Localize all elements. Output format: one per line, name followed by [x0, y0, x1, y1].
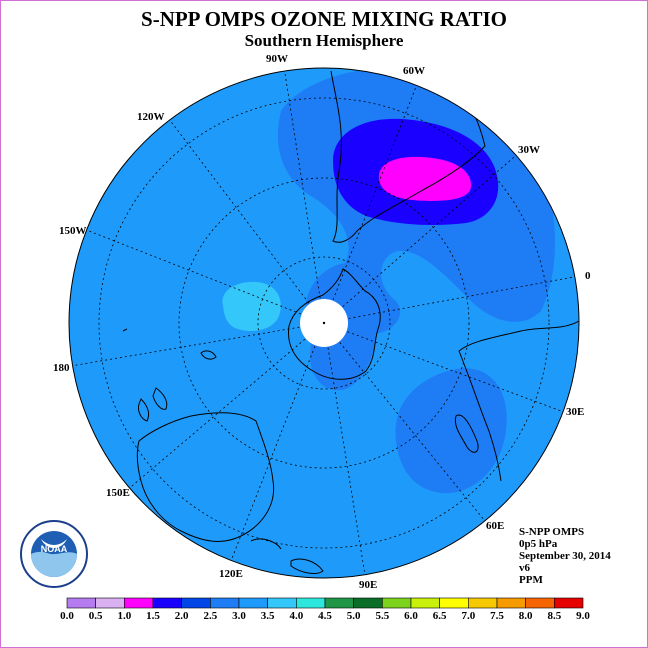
svg-text:NOAA: NOAA	[41, 544, 68, 554]
lon-label-180: 180	[53, 362, 70, 374]
colorbar-cell	[554, 597, 584, 609]
noaa-logo: NOAA	[20, 520, 88, 588]
colorbar-tick-label: 3.0	[232, 610, 246, 622]
colorbar-cell	[439, 597, 469, 609]
colorbar-tick-label: 0.5	[89, 610, 103, 622]
units-label: PPM	[519, 574, 543, 586]
lon-label-30e: 30E	[566, 406, 584, 418]
colorbar-tick-label: 7.5	[490, 610, 504, 622]
info-block: S-NPP OMPS 0p5 hPa September 30, 2014 v6…	[519, 526, 611, 586]
lon-label-60e: 60E	[486, 520, 504, 532]
colorbar-cell	[296, 597, 326, 609]
colorbar-cell	[124, 597, 154, 609]
colorbar-cell	[496, 597, 526, 609]
lon-label-120w: 120W	[137, 111, 165, 123]
colorbar-cell	[382, 597, 412, 609]
colorbar-tick-label: 4.5	[318, 610, 332, 622]
colorbar-cell	[181, 597, 211, 609]
colorbar-tick-label: 5.0	[347, 610, 361, 622]
colorbar-cell	[238, 597, 268, 609]
lon-label-150w: 150W	[59, 225, 87, 237]
colorbar-cell	[66, 597, 96, 609]
colorbar-cell	[95, 597, 125, 609]
colorbar-cell	[410, 597, 440, 609]
colorbar-tick-label: 8.5	[547, 610, 561, 622]
colorbar-cell	[468, 597, 498, 609]
meridian-grid	[70, 68, 579, 578]
colorbar-tick-label: 3.5	[261, 610, 275, 622]
lowest-ozone-region	[378, 156, 472, 201]
colorbar-tick-label: 6.0	[404, 610, 418, 622]
data-version: v6	[519, 562, 530, 574]
colorbar-tick-label: 2.5	[203, 610, 217, 622]
colorbar-tick-label: 8.0	[519, 610, 533, 622]
colorbar-cell	[210, 597, 240, 609]
map-title: S-NPP OMPS OZONE MIXING RATIO	[141, 7, 507, 31]
lon-label-60w: 60W	[403, 65, 425, 77]
instrument-name: S-NPP OMPS	[519, 526, 585, 538]
lon-label-150e: 150E	[106, 487, 130, 499]
lon-label-30w: 30W	[518, 144, 540, 156]
map-subtitle: Southern Hemisphere	[244, 31, 404, 50]
south-pole-dot	[322, 321, 326, 325]
lon-label-90w: 90W	[266, 53, 288, 65]
colorbar-tick-label: 2.0	[175, 610, 189, 622]
colorbar-cell	[353, 597, 383, 609]
colorbar-cell	[267, 597, 297, 609]
colorbar-cell	[525, 597, 555, 609]
colorbar-tick-label: 4.0	[289, 610, 303, 622]
colorbar-tick-label: 0.0	[60, 610, 74, 622]
lon-label-90e: 90E	[359, 579, 377, 591]
colorbar-tick-label: 7.0	[461, 610, 475, 622]
coastlines	[122, 70, 579, 574]
colorbar-cell	[152, 597, 182, 609]
observation-date: September 30, 2014	[519, 550, 611, 562]
colorbar-tick-label: 9.0	[576, 610, 590, 622]
enhanced-ozone-region-south	[395, 368, 507, 494]
colorbar-cell	[324, 597, 354, 609]
colorbar-tick-label: 6.5	[433, 610, 447, 622]
lon-label-120e: 120E	[219, 568, 243, 580]
hemisphere-outline	[68, 67, 580, 579]
pressure-level: 0p5 hPa	[519, 538, 558, 550]
latitude-grid	[98, 97, 550, 549]
lon-label-0: 0	[585, 270, 591, 282]
colorbar-tick-label: 1.5	[146, 610, 160, 622]
colorbar-tick-label: 1.0	[117, 610, 131, 622]
high-ozone-region	[222, 281, 281, 332]
colorbar-tick-label: 5.5	[375, 610, 389, 622]
